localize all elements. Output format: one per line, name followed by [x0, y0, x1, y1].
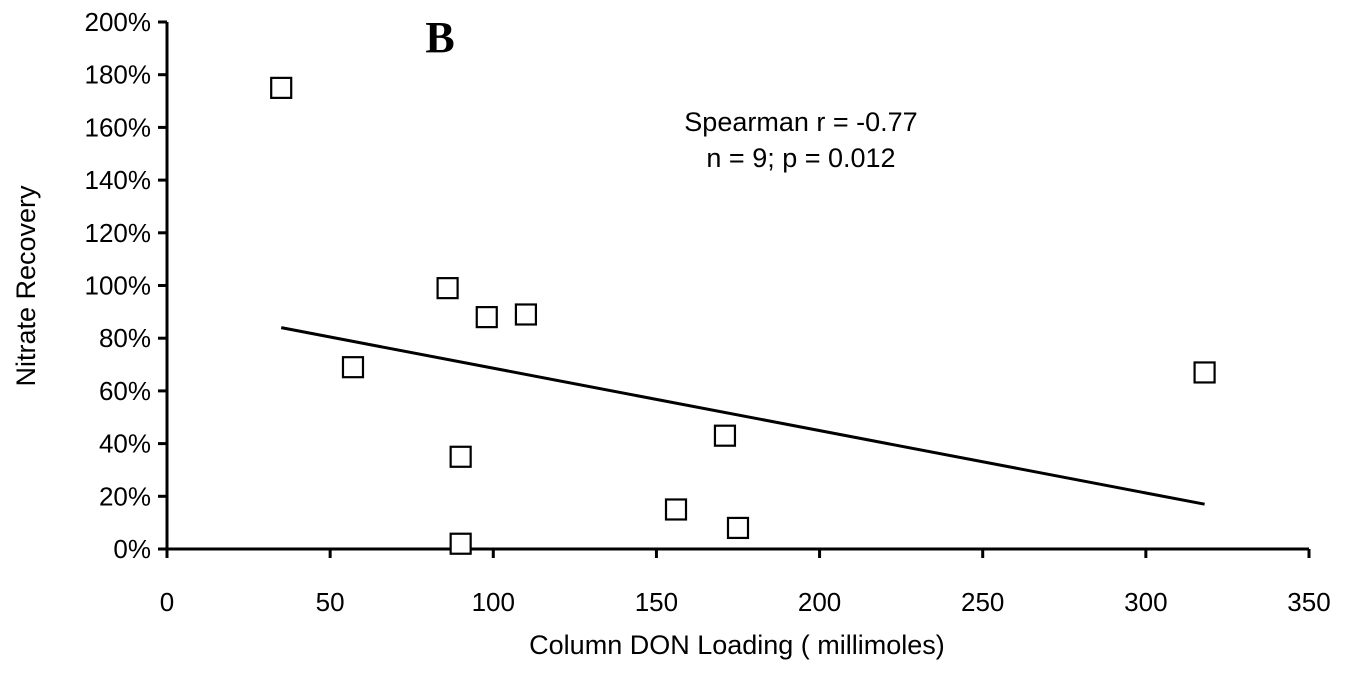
- data-point: [664, 498, 688, 521]
- y-tick-label: 120%: [85, 218, 152, 248]
- y-tick-label: 20%: [99, 481, 151, 511]
- n-p-annotation: n = 9; p = 0.012: [706, 143, 895, 173]
- x-tick-label: 250: [961, 587, 1004, 617]
- spearman-annotation: Spearman r = -0.77: [684, 107, 917, 137]
- x-tick-label: 200: [798, 587, 841, 617]
- x-tick-label: 0: [160, 587, 174, 617]
- y-tick-label: 40%: [99, 429, 151, 459]
- y-tick-label: 100%: [85, 271, 152, 301]
- y-tick-label: 140%: [85, 165, 152, 195]
- y-axis-title: Nitrate Recovery: [11, 185, 41, 387]
- x-axis-ticks: 0 50 100 150 200 250 300 350: [160, 549, 1331, 617]
- x-tick-label: 50: [316, 587, 345, 617]
- x-axis-title: Column DON Loading ( millimoles): [529, 630, 945, 660]
- y-tick-label: 180%: [85, 60, 152, 90]
- data-points: [270, 76, 1216, 555]
- x-tick-label: 100: [472, 587, 515, 617]
- y-tick-label: 80%: [99, 323, 151, 353]
- data-point: [449, 532, 472, 555]
- panel-label: B: [425, 13, 454, 62]
- data-point: [475, 306, 498, 329]
- trendline: [280, 326, 1205, 506]
- y-tick-label: 200%: [85, 7, 152, 37]
- x-tick-label: 350: [1287, 587, 1330, 617]
- y-tick-label: 160%: [85, 112, 152, 142]
- data-point: [514, 303, 538, 326]
- data-point: [449, 445, 472, 468]
- data-point: [726, 516, 750, 540]
- y-tick-label: 60%: [99, 376, 151, 406]
- data-point: [713, 424, 737, 447]
- data-point: [270, 76, 293, 99]
- x-tick-label: 150: [635, 587, 678, 617]
- data-point: [341, 356, 365, 379]
- y-tick-label: 0%: [113, 534, 151, 564]
- y-axis-ticks: 0% 20% 40% 60% 80% 100% 120% 140% 160% 180% 200%: [85, 7, 167, 564]
- data-point: [1193, 361, 1216, 384]
- x-tick-label: 300: [1124, 587, 1167, 617]
- data-point: [436, 277, 459, 300]
